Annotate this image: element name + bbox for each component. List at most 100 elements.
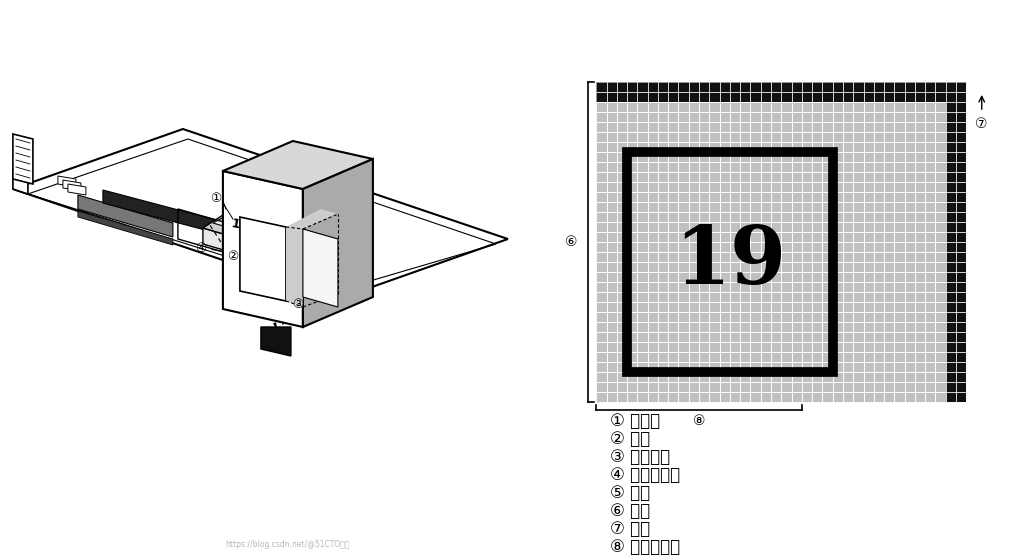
Bar (925, 222, 935, 232)
Bar (678, 292, 689, 302)
Polygon shape (103, 190, 258, 244)
Bar (730, 272, 740, 282)
Bar (925, 292, 935, 302)
Bar (802, 222, 812, 232)
Bar (822, 92, 833, 102)
Bar (709, 272, 720, 282)
Bar (699, 122, 709, 132)
Bar (648, 302, 658, 312)
Bar (925, 92, 935, 102)
Bar (750, 332, 761, 342)
Bar (607, 142, 617, 152)
Bar (833, 122, 843, 132)
Bar (648, 232, 658, 242)
Bar (925, 222, 935, 232)
Bar (956, 82, 966, 92)
Bar (853, 272, 864, 282)
Bar (884, 362, 894, 372)
Bar (658, 352, 668, 362)
Bar (699, 252, 709, 262)
Bar (853, 382, 864, 392)
Bar (699, 222, 709, 232)
Bar (740, 92, 750, 102)
Bar (689, 382, 699, 392)
Bar (792, 282, 802, 292)
Bar (894, 202, 905, 212)
Bar (607, 292, 617, 302)
Polygon shape (304, 239, 326, 262)
Bar (894, 392, 905, 402)
Bar (658, 92, 668, 102)
Bar (771, 182, 781, 192)
Bar (750, 302, 761, 312)
Bar (761, 382, 771, 392)
Bar (935, 382, 946, 392)
Bar (946, 322, 956, 332)
Bar (617, 352, 627, 362)
Bar (740, 332, 750, 342)
Bar (822, 182, 833, 192)
Bar (720, 82, 730, 92)
Bar (905, 252, 915, 262)
Bar (915, 222, 925, 232)
Bar (596, 312, 607, 322)
Bar (730, 92, 740, 102)
Bar (822, 122, 833, 132)
Bar (894, 102, 905, 112)
Bar (771, 282, 781, 292)
Bar (678, 112, 689, 122)
Bar (822, 272, 833, 282)
Bar (678, 232, 689, 242)
Bar (853, 82, 864, 92)
Bar (874, 312, 884, 322)
Bar (699, 282, 709, 292)
Bar (905, 302, 915, 312)
Bar (853, 212, 864, 222)
Bar (740, 352, 750, 362)
Bar (812, 342, 822, 352)
Bar (822, 382, 833, 392)
Bar (668, 362, 678, 372)
Bar (915, 292, 925, 302)
Bar (637, 192, 648, 202)
Polygon shape (240, 217, 286, 301)
Bar (802, 262, 812, 272)
Bar (627, 152, 833, 372)
Bar (771, 222, 781, 232)
Bar (689, 262, 699, 272)
Bar (874, 162, 884, 172)
Bar (812, 82, 822, 92)
Bar (678, 392, 689, 402)
Bar (812, 322, 822, 332)
Text: ④: ④ (195, 243, 207, 255)
Bar (833, 202, 843, 212)
Bar (627, 92, 637, 102)
Bar (956, 242, 966, 252)
Bar (637, 92, 648, 102)
Bar (771, 132, 781, 142)
Bar (658, 382, 668, 392)
Bar (648, 302, 658, 312)
Bar (935, 142, 946, 152)
Bar (709, 252, 720, 262)
Bar (935, 392, 946, 402)
Bar (853, 102, 864, 112)
Bar (678, 122, 689, 132)
Bar (761, 272, 771, 282)
Bar (761, 262, 771, 272)
Bar (864, 162, 874, 172)
Bar (946, 302, 956, 312)
Bar (648, 392, 658, 402)
Bar (720, 342, 730, 352)
Bar (699, 322, 709, 332)
Bar (699, 192, 709, 202)
Bar (668, 282, 678, 292)
Bar (946, 192, 956, 202)
Bar (740, 232, 750, 242)
Bar (750, 312, 761, 322)
Bar (833, 352, 843, 362)
Bar (853, 182, 864, 192)
Bar (935, 252, 946, 262)
Bar (627, 382, 637, 392)
Bar (894, 142, 905, 152)
